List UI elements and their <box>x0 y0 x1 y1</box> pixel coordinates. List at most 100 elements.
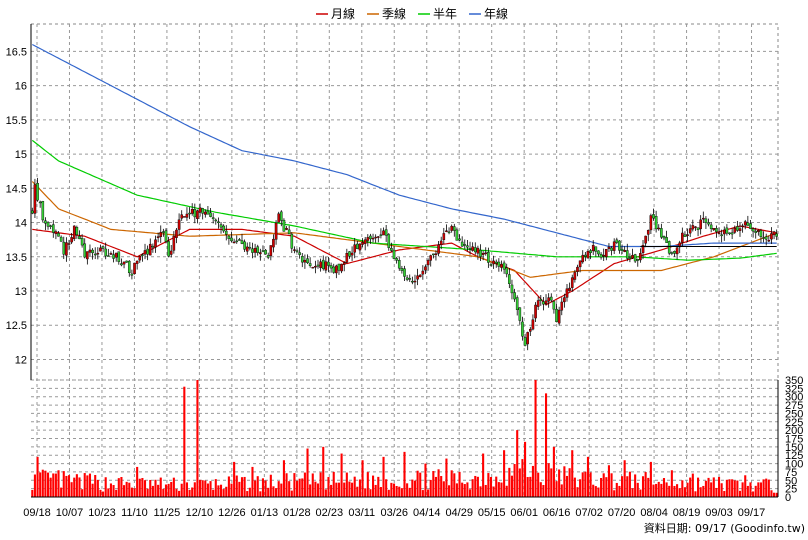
volume-bar-257 <box>704 480 707 497</box>
volume-bar-155 <box>437 469 440 497</box>
candle-body-56 <box>177 219 181 230</box>
volume-bar-26 <box>99 489 102 497</box>
candle-body-21 <box>86 251 89 260</box>
volume-bar-112 <box>324 489 327 497</box>
volume-bar-118 <box>340 453 343 497</box>
volume-bar-159 <box>448 485 451 497</box>
candle-body-143 <box>405 277 409 280</box>
volume-bar-94 <box>277 481 280 497</box>
volume-bar-103 <box>301 478 304 497</box>
candle-body-35 <box>122 261 126 265</box>
candle-body-52 <box>167 241 170 257</box>
volume-bar-237 <box>652 484 655 497</box>
date-tick-4: 11/25 <box>154 507 181 519</box>
candle-body-283 <box>772 231 776 236</box>
volume-bar-114 <box>330 484 333 497</box>
candle-body-220 <box>607 246 611 249</box>
price-tick-3: 13.5 <box>6 252 27 264</box>
candle-body-284 <box>775 233 778 237</box>
candle-body-186 <box>518 307 522 321</box>
candle-body-8 <box>51 224 55 233</box>
candle-body-119 <box>342 262 346 265</box>
volume-tick-12: 300 <box>785 392 803 404</box>
volume-bar-169 <box>474 475 477 497</box>
candle-body-100 <box>293 249 296 251</box>
candle-body-197 <box>547 297 550 302</box>
volume-bar-75 <box>227 476 230 497</box>
candle-body-46 <box>151 245 155 248</box>
volume-bar-141 <box>400 488 403 497</box>
ma-line-2 <box>31 139 777 261</box>
date-tick-22: 09/17 <box>738 507 766 519</box>
candle-body-22 <box>88 249 92 253</box>
volume-bar-241 <box>662 478 666 497</box>
volume-bar-49 <box>159 477 162 497</box>
candle-body-255 <box>699 219 702 230</box>
volume-bar-277 <box>757 482 760 497</box>
volume-bar-106 <box>309 484 312 497</box>
volume-bar-14 <box>67 475 71 497</box>
volume-bar-225 <box>620 476 624 497</box>
candle-body-201 <box>557 309 561 324</box>
candle-body-225 <box>620 248 624 251</box>
candle-body-159 <box>447 231 451 234</box>
candle-body-270 <box>738 228 742 231</box>
volume-bar-194 <box>539 482 542 497</box>
volume-bar-142 <box>403 451 406 497</box>
volume-bar-13 <box>65 475 68 497</box>
volume-bar-88 <box>261 478 265 497</box>
volume-bar-19 <box>81 489 84 497</box>
volume-bar-150 <box>424 463 427 497</box>
candle-body-36 <box>125 260 128 263</box>
volume-tick-8: 200 <box>785 425 803 437</box>
volume-bar-215 <box>594 486 597 497</box>
volume-tick-13: 325 <box>785 383 803 395</box>
candle-body-96 <box>282 219 286 232</box>
volume-bar-260 <box>712 477 715 497</box>
candle-body-281 <box>767 240 771 242</box>
candle-body-48 <box>156 236 160 239</box>
volume-bar-190 <box>529 476 532 497</box>
candle-body-149 <box>421 270 425 275</box>
volume-bar-21 <box>86 475 89 497</box>
volume-bar-273 <box>746 485 749 497</box>
candle-body-98 <box>287 229 291 235</box>
candle-body-253 <box>694 226 697 228</box>
volume-bar-252 <box>691 473 694 497</box>
candle-body-227 <box>625 250 629 259</box>
volume-bar-239 <box>657 481 660 497</box>
date-tick-1: 10/07 <box>56 507 84 519</box>
candle-body-246 <box>675 247 679 255</box>
candle-body-171 <box>479 249 482 257</box>
date-tick-0: 09/18 <box>23 507 51 519</box>
volume-bar-85 <box>254 480 257 497</box>
date-tick-15: 06/01 <box>510 507 538 519</box>
candle-body-207 <box>573 272 577 280</box>
volume-tick-11: 275 <box>785 400 803 412</box>
volume-bar-281 <box>767 479 770 497</box>
candle-body-277 <box>757 229 760 232</box>
date-tick-12: 04/14 <box>413 507 441 519</box>
candle-body-154 <box>434 253 438 256</box>
volume-bar-71 <box>217 485 220 497</box>
date-tick-20: 08/19 <box>673 507 701 519</box>
legend-label-3: 年線 <box>484 6 508 21</box>
candle-body-42 <box>141 254 144 256</box>
candle-body-93 <box>274 222 278 240</box>
candle-body-242 <box>665 237 668 243</box>
volume-bar-258 <box>707 477 710 497</box>
candle-body-260 <box>712 228 716 231</box>
candle-body-74 <box>224 230 228 235</box>
candle-body-66 <box>203 211 207 215</box>
candle-body-94 <box>277 213 280 223</box>
candle-body-183 <box>510 284 514 294</box>
candle-body-164 <box>460 241 464 247</box>
volume-bar-231 <box>636 482 639 497</box>
volume-bar-31 <box>112 485 115 497</box>
candle-body-124 <box>356 243 359 249</box>
candle-body-182 <box>508 274 511 284</box>
volume-bar-211 <box>584 471 587 497</box>
candle-body-199 <box>552 301 556 310</box>
